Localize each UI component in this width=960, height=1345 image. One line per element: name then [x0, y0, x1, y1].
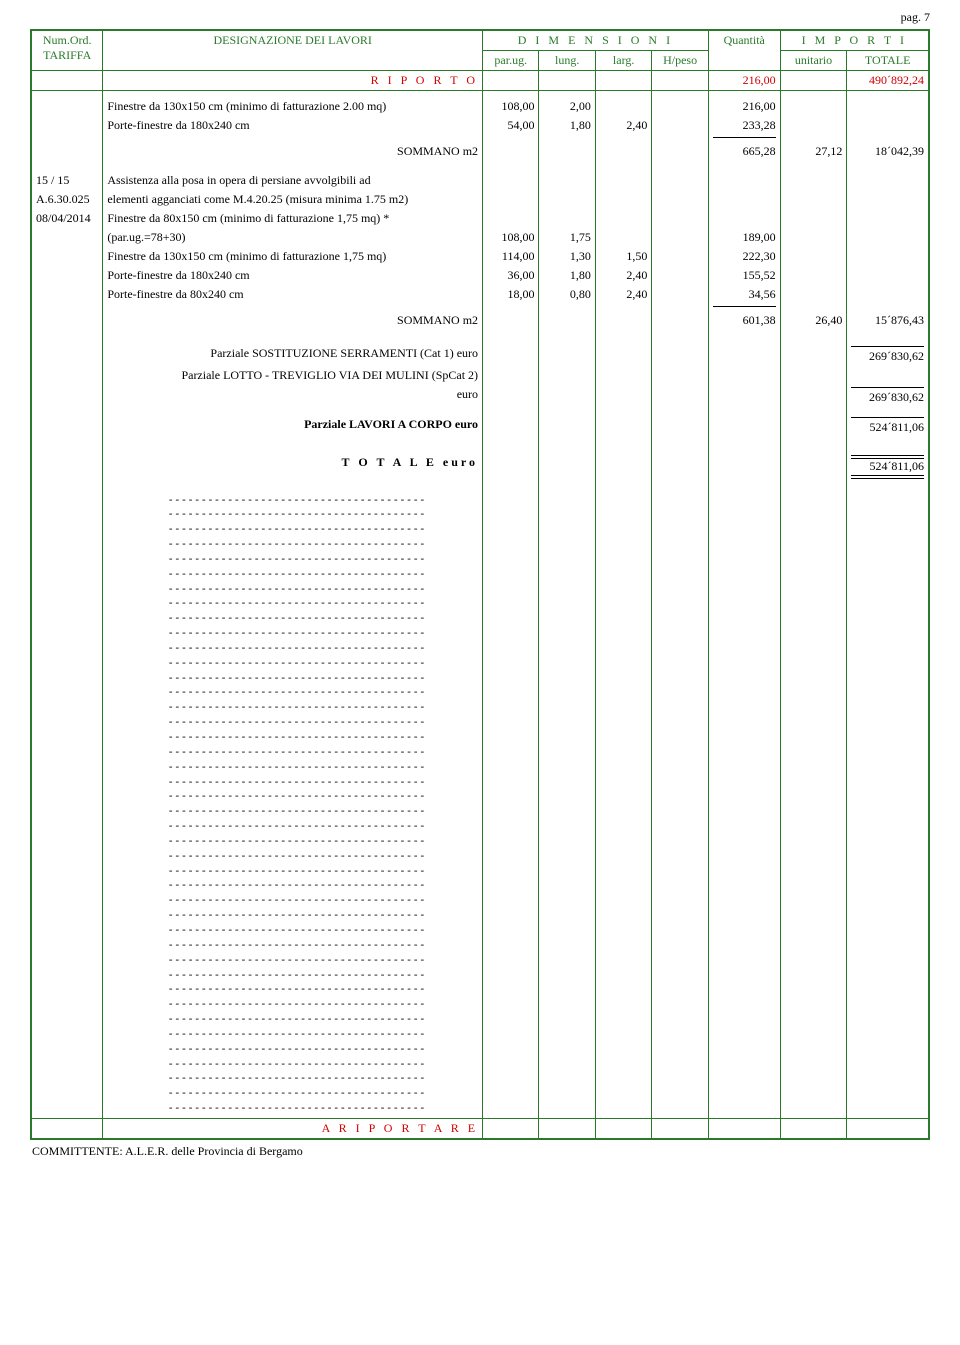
b1-sum-quant: 665,28 — [708, 142, 780, 161]
parz1-label: Parziale SOSTITUZIONE SERRAMENTI (Cat 1)… — [103, 344, 483, 366]
b2-l2-hpeso — [652, 266, 708, 285]
riporto-quant: 216,00 — [708, 71, 780, 91]
hdr-tariffa: TARIFFA — [43, 48, 91, 62]
b1-ref — [31, 97, 103, 116]
b2-l3-lung: 0,80 — [539, 285, 595, 304]
riporto-c5 — [652, 71, 708, 91]
b1-l1-desc: Porte-finestre da 180x240 cm — [103, 116, 483, 135]
b2-intro2: Finestre da 80x150 cm (minimo di fattura… — [103, 209, 483, 228]
b2-ref3: 08/04/2014 — [31, 209, 103, 228]
page-number: pag. 7 — [30, 10, 930, 25]
hdr-hpeso: H/peso — [652, 51, 708, 71]
b2-l1-parug: 114,00 — [483, 247, 539, 266]
b2-l0-desc: (par.ug.=78+30) — [103, 228, 483, 247]
b2-l2-parug: 36,00 — [483, 266, 539, 285]
b1-l1-larg: 2,40 — [595, 116, 651, 135]
committente: COMMITTENTE: A.L.E.R. delle Provincia di… — [30, 1144, 930, 1159]
b2-l1-hpeso — [652, 247, 708, 266]
ariportare-label: A R I P O R T A R E — [103, 1118, 483, 1139]
b2-sum-quant: 601,38 — [708, 311, 780, 330]
b1-l0-hpeso — [652, 97, 708, 116]
riporto-total: 490´892,24 — [847, 71, 929, 91]
b2-l0-larg — [595, 228, 651, 247]
b2-intro1: elementi agganciati come M.4.20.25 (misu… — [103, 190, 483, 209]
hdr-dimensioni: D I M E N S I O N I — [483, 30, 709, 51]
riporto-c2 — [483, 71, 539, 91]
b1-sum-total: 18´042,39 — [847, 142, 929, 161]
parz3-label: Parziale LAVORI A CORPO euro — [103, 415, 483, 437]
b2-ref2: A.6.30.025 — [31, 190, 103, 209]
b2-l1-lung: 1,30 — [539, 247, 595, 266]
riporto-c4 — [595, 71, 651, 91]
b1-l1-parug: 54,00 — [483, 116, 539, 135]
page-container: pag. 7 Num.Ord. TARIFFA DESIGNAZIONE DEI… — [0, 0, 960, 1169]
b2-l3-parug: 18,00 — [483, 285, 539, 304]
b2-l2-quant: 155,52 — [708, 266, 780, 285]
hdr-unitario: unitario — [780, 51, 847, 71]
b1-sum-label: SOMMANO m2 — [103, 142, 483, 161]
hdr-lung: lung. — [539, 51, 595, 71]
parz2-label-b: euro — [103, 385, 483, 407]
b2-l2-desc: Porte-finestre da 180x240 cm — [103, 266, 483, 285]
riporto-c3 — [539, 71, 595, 91]
hdr-quantita: Quantità — [708, 30, 780, 71]
hdr-totale: TOTALE — [847, 51, 929, 71]
dash-lines: ----------------------------------------… — [107, 493, 478, 1116]
b1-l0-quant: 216,00 — [708, 97, 780, 116]
hdr-numord: Num.Ord. TARIFFA — [31, 30, 103, 71]
b1-l1-quant: 233,28 — [708, 116, 780, 135]
b2-sum-unit: 26,40 — [780, 311, 847, 330]
b2-l1-desc: Finestre da 130x150 cm (minimo di fattur… — [103, 247, 483, 266]
hdr-numord-l1: Num.Ord. — [43, 33, 92, 47]
riporto-c7 — [780, 71, 847, 91]
b2-l2-larg: 2,40 — [595, 266, 651, 285]
b2-l1-quant: 222,30 — [708, 247, 780, 266]
hdr-parug: par.ug. — [483, 51, 539, 71]
b2-l3-desc: Porte-finestre da 80x240 cm — [103, 285, 483, 304]
b2-l0-hpeso — [652, 228, 708, 247]
b2-l0-parug: 108,00 — [483, 228, 539, 247]
main-table: Num.Ord. TARIFFA DESIGNAZIONE DEI LAVORI… — [30, 29, 930, 1140]
riporto-label: R I P O R T O — [103, 71, 483, 91]
b1-sum-unit: 27,12 — [780, 142, 847, 161]
hdr-designazione: DESIGNAZIONE DEI LAVORI — [103, 30, 483, 71]
totale-label: T O T A L E euro — [103, 453, 483, 481]
hdr-larg: larg. — [595, 51, 651, 71]
b2-l0-lung: 1,75 — [539, 228, 595, 247]
b1-l0-parug: 108,00 — [483, 97, 539, 116]
b1-l0-lung: 2,00 — [539, 97, 595, 116]
b2-sum-total: 15´876,43 — [847, 311, 929, 330]
b2-l3-larg: 2,40 — [595, 285, 651, 304]
parz2-total: 269´830,62 — [869, 390, 924, 404]
totale-total: 524´811,06 — [869, 459, 924, 473]
b2-l3-hpeso — [652, 285, 708, 304]
b2-intro0: Assistenza alla posa in opera di persian… — [103, 171, 483, 190]
b1-l1-lung: 1,80 — [539, 116, 595, 135]
b1-l1-hpeso — [652, 116, 708, 135]
b2-l3-quant: 34,56 — [708, 285, 780, 304]
b1-l0-larg — [595, 97, 651, 116]
riporto-c0 — [31, 71, 103, 91]
b2-l1-larg: 1,50 — [595, 247, 651, 266]
hdr-importi: I M P O R T I — [780, 30, 929, 51]
b2-ref1: 15 / 15 — [31, 171, 103, 190]
parz1-total: 269´830,62 — [869, 349, 924, 363]
b2-l2-lung: 1,80 — [539, 266, 595, 285]
b1-l0-desc: Finestre da 130x150 cm (minimo di fattur… — [103, 97, 483, 116]
b2-l0-quant: 189,00 — [708, 228, 780, 247]
b2-sum-label: SOMMANO m2 — [103, 311, 483, 330]
parz2-label-a: Parziale LOTTO - TREVIGLIO VIA DEI MULIN… — [103, 366, 483, 385]
parz3-total: 524´811,06 — [869, 420, 924, 434]
